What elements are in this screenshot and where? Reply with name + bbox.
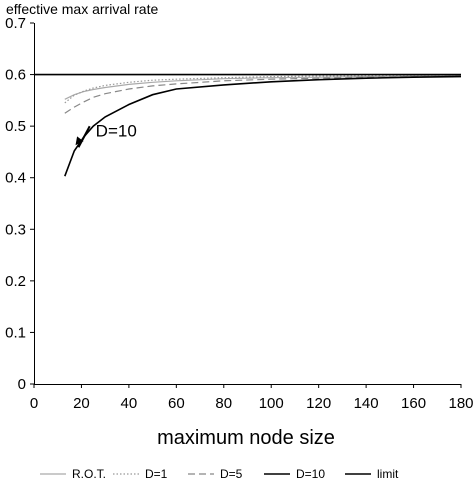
y-tick-label: 0.3 [5,221,26,238]
series-line-d-1 [64,74,461,104]
x-tick-label: 140 [354,395,379,412]
x-tick-label: 100 [259,395,284,412]
y-axis-ticks: 0 0.1 0.2 0.3 0.4 0.5 0.6 0.7 [5,15,34,393]
x-axis-label: maximum node size [157,427,335,449]
y-tick-label: 0.2 [5,273,26,290]
annotation-arrowhead [75,136,84,146]
legend: R.O.T. D=1 D=5 D=10 limit [40,467,399,481]
x-tick-label: 180 [448,395,473,412]
x-tick-label: 60 [168,395,185,412]
x-tick-label: 20 [73,395,90,412]
x-tick-label: 80 [215,395,232,412]
y-tick-label: 0.7 [5,15,26,32]
series-line-d-5 [64,75,462,114]
annotation-label: D=10 [96,121,137,140]
x-tick-label: 160 [401,395,426,412]
x-tick-label: 40 [121,395,138,412]
y-tick-label: 0.4 [5,170,26,187]
legend-label: R.O.T. [72,467,106,481]
y-tick-label: 0.6 [5,67,26,84]
y-tick-label: 0.5 [5,118,26,135]
y-tick-label: 0 [18,376,26,393]
legend-label: D=1 [145,467,168,481]
y-axis-label: effective max arrival rate [6,1,158,17]
y-tick-label: 0.1 [5,324,26,341]
x-tick-label: 120 [306,395,331,412]
annotation-group: D=10 [75,121,137,148]
legend-label: D=5 [220,467,243,481]
plot-lines [34,73,462,177]
x-tick-label: 0 [30,395,38,412]
legend-label: D=10 [296,467,325,481]
x-axis-ticks: 0 20 40 60 80 100 120 140 160 180 [30,384,474,412]
legend-label: limit [377,467,399,481]
annotation-arrow [77,125,91,148]
